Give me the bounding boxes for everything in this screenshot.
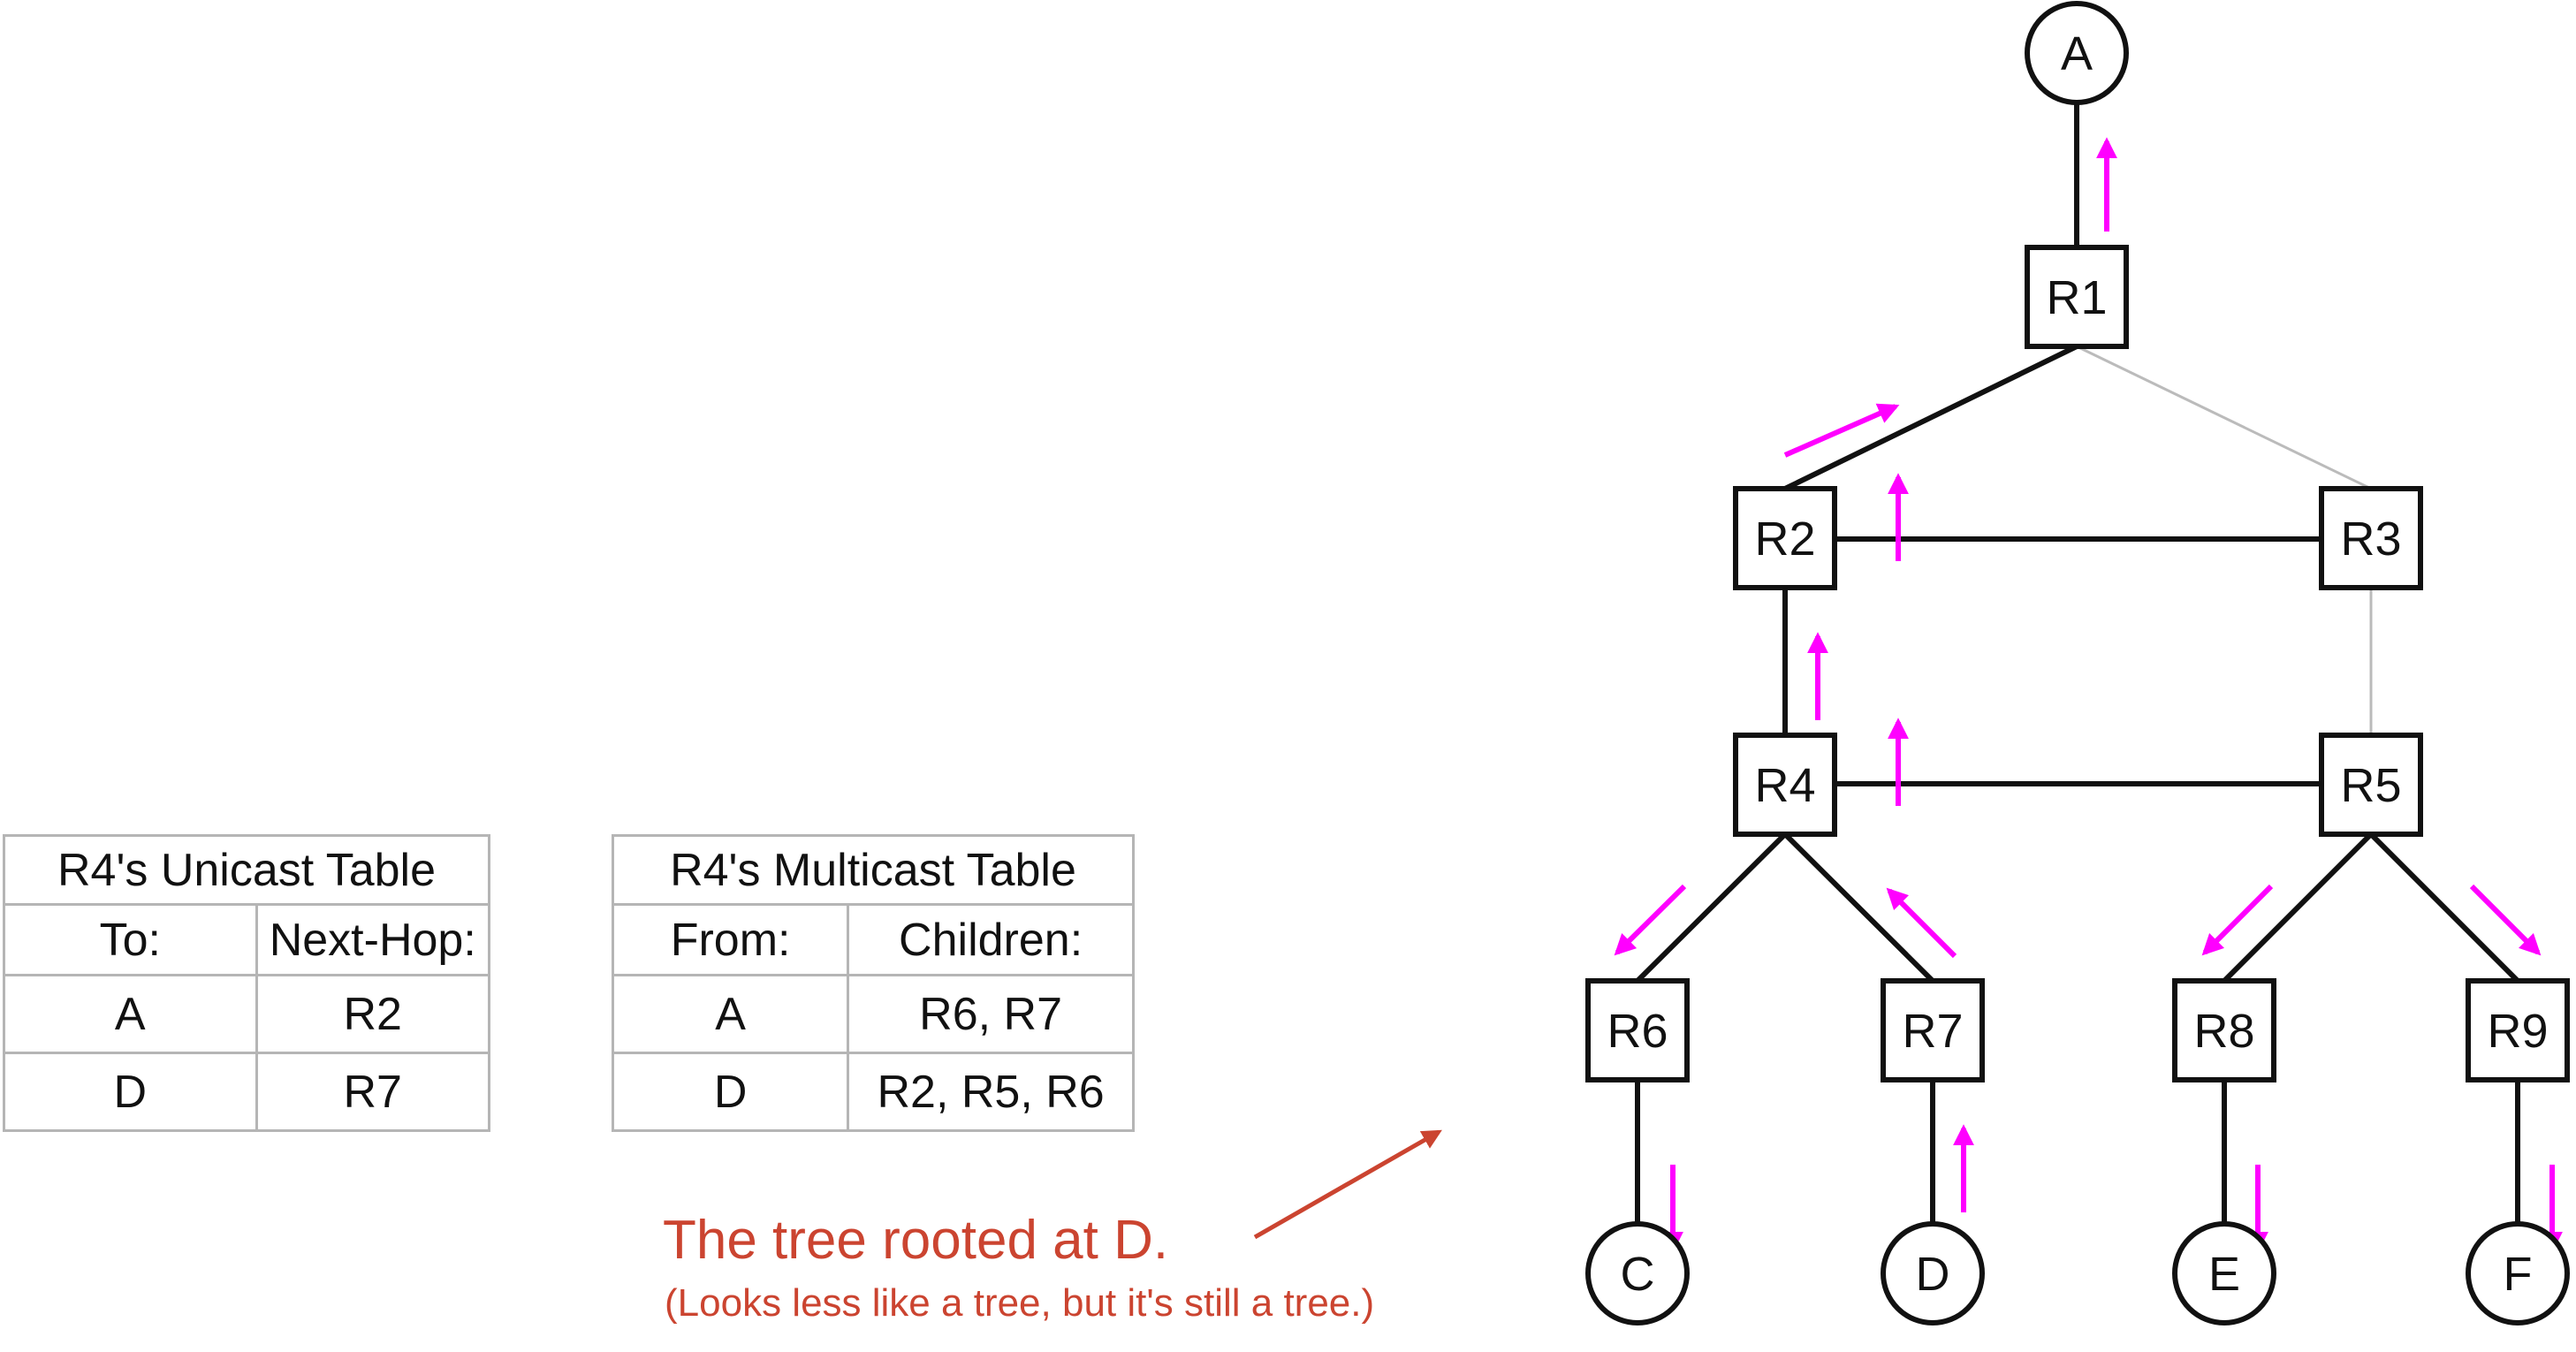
multicast-table: R4's Multicast Table From: Children: A R… xyxy=(611,834,1135,1132)
router-r1: R1 xyxy=(2025,245,2129,349)
multicast-cell-from: A xyxy=(611,974,850,1054)
caption-main: The tree rooted at D. xyxy=(663,1210,1169,1271)
router-r1-label: R1 xyxy=(2046,271,2107,324)
unicast-header-to: To: xyxy=(3,903,258,976)
router-r4: R4 xyxy=(1733,733,1837,837)
router-r4-label: R4 xyxy=(1754,759,1815,812)
host-a-label: A xyxy=(2061,27,2093,80)
router-r7-label: R7 xyxy=(1902,1005,1963,1058)
unicast-row: D R7 xyxy=(3,1052,490,1132)
edge-r5-r9 xyxy=(2368,832,2520,984)
multicast-header-children: Children: xyxy=(847,903,1135,976)
host-d: D xyxy=(1881,1221,1985,1325)
unicast-table: R4's Unicast Table To: Next-Hop: A R2 D … xyxy=(3,834,490,1132)
multicast-header-from: From: xyxy=(611,903,850,976)
unicast-header-next-hop: Next-Hop: xyxy=(255,903,490,976)
multicast-cell-children: R2, R5, R6 xyxy=(847,1052,1135,1132)
edge-r1-r3 xyxy=(2076,345,2372,490)
router-r6-label: R6 xyxy=(1607,1005,1668,1058)
router-r8-label: R8 xyxy=(2193,1005,2254,1058)
unicast-cell-next-hop: R2 xyxy=(255,974,490,1054)
router-r8: R8 xyxy=(2172,978,2276,1082)
router-r9: R9 xyxy=(2466,978,2570,1082)
router-r3-label: R3 xyxy=(2340,513,2401,566)
multicast-row: D R2, R5, R6 xyxy=(611,1052,1135,1132)
flow-arrow-r5-to-r8 xyxy=(2201,884,2274,956)
unicast-cell-next-hop: R7 xyxy=(255,1052,490,1132)
unicast-table-title: R4's Unicast Table xyxy=(3,834,490,906)
router-r2-label: R2 xyxy=(1754,513,1815,566)
multicast-cell-children: R6, R7 xyxy=(847,974,1135,1054)
router-r5-label: R5 xyxy=(2340,759,2401,812)
host-e: E xyxy=(2172,1221,2276,1325)
caption-sub: (Looks less like a tree, but it's still … xyxy=(665,1281,1375,1325)
flow-arrow-r2-to-r1 xyxy=(1783,403,1900,458)
router-r3: R3 xyxy=(2319,486,2423,590)
host-e-label: E xyxy=(2208,1248,2240,1301)
router-r7: R7 xyxy=(1881,978,1985,1082)
edge-r1-r2 xyxy=(1783,344,2078,491)
edge-r4-r7 xyxy=(1782,832,1935,984)
host-a: A xyxy=(2025,1,2129,105)
edge-r5-r8 xyxy=(2222,832,2374,984)
host-f: F xyxy=(2466,1221,2570,1325)
host-c: C xyxy=(1585,1221,1690,1325)
multicast-row: A R6, R7 xyxy=(611,974,1135,1054)
flow-arrow-r7-to-r4 xyxy=(1886,887,1957,959)
router-r9-label: R9 xyxy=(2487,1005,2548,1058)
flow-arrow-r4-to-r6 xyxy=(1614,884,1687,956)
unicast-row: A R2 xyxy=(3,974,490,1054)
multicast-cell-from: D xyxy=(611,1052,850,1132)
host-d-label: D xyxy=(1916,1248,1950,1301)
unicast-cell-to: D xyxy=(3,1052,258,1132)
caption-pointer-arrow xyxy=(1253,1129,1442,1240)
host-c-label: C xyxy=(1621,1248,1655,1301)
unicast-cell-to: A xyxy=(3,974,258,1054)
flow-arrow-r5-to-r9 xyxy=(2469,884,2542,956)
edge-r4-r6 xyxy=(1635,832,1788,984)
router-r2: R2 xyxy=(1733,486,1837,590)
router-r5: R5 xyxy=(2319,733,2423,837)
multicast-table-title: R4's Multicast Table xyxy=(612,834,1135,906)
router-r6: R6 xyxy=(1585,978,1690,1082)
host-f-label: F xyxy=(2504,1248,2533,1301)
